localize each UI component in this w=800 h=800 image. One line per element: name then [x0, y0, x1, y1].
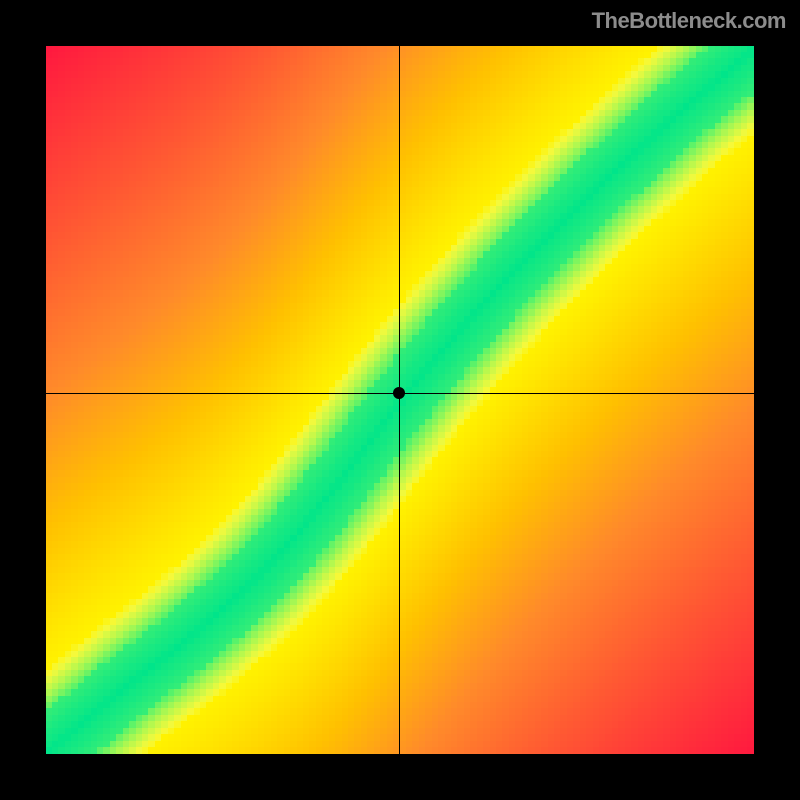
crosshair-vertical [399, 46, 400, 754]
watermark-text: TheBottleneck.com [592, 8, 786, 34]
heatmap-canvas [46, 46, 754, 754]
crosshair-marker [393, 387, 405, 399]
heatmap-plot [46, 46, 754, 754]
